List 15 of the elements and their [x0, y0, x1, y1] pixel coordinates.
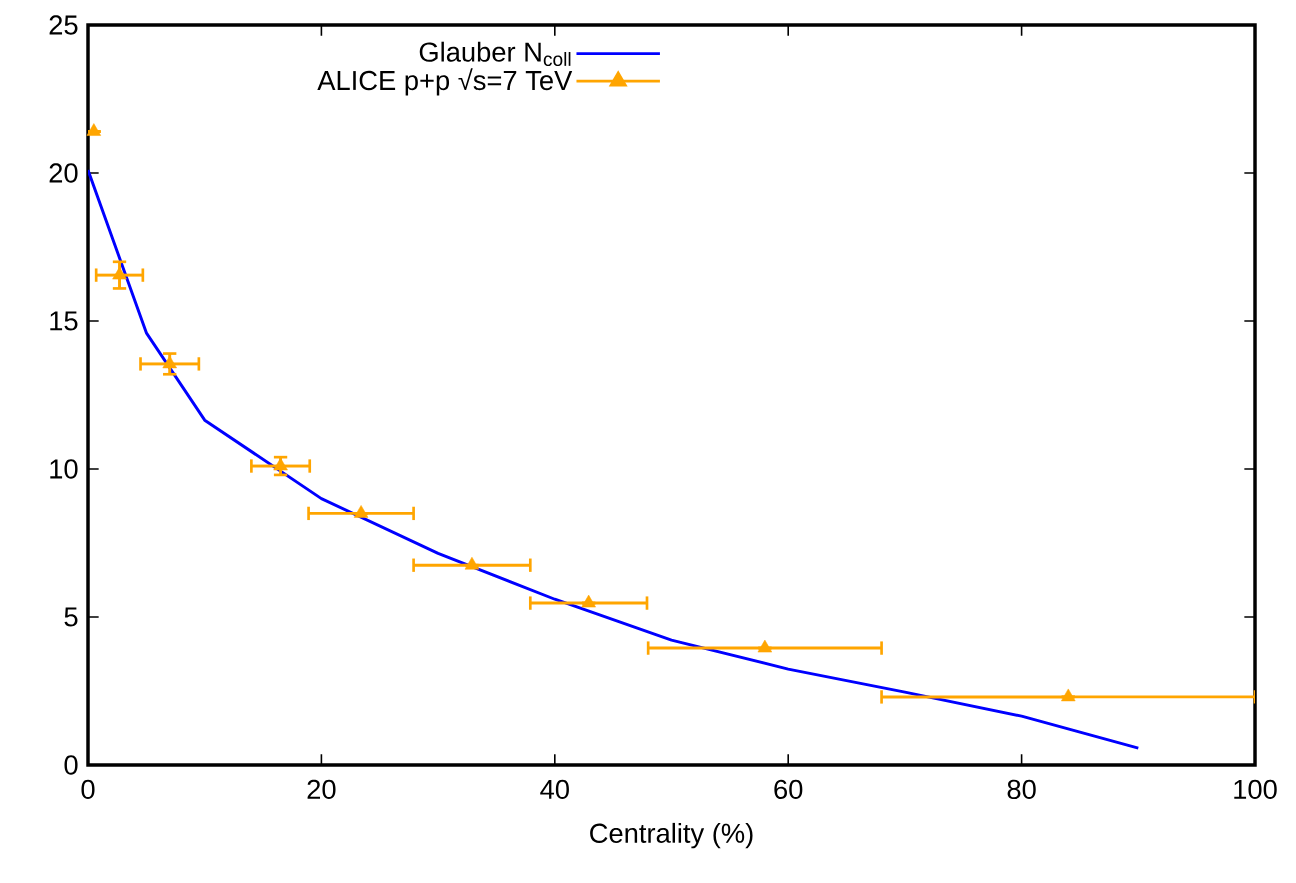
x-tick-label: 0 [81, 779, 95, 800]
legend-label: ALICE p+p √s=7 TeV [317, 68, 573, 96]
x-tick-label: 20 [307, 779, 336, 800]
y-tick-label: 20 [49, 163, 78, 183]
x-tick-label: 40 [540, 779, 569, 800]
x-tick-label: 60 [774, 779, 803, 800]
legend-label: Glauber N$_{coll}$ [419, 41, 571, 67]
y-tick-label: 15 [50, 311, 78, 331]
y-tick-label: 25 [49, 15, 78, 35]
y-tick-label: 5 [64, 607, 78, 627]
x-axis-title: Centrality (%) [590, 822, 753, 849]
y-tick-label: 10 [50, 459, 78, 479]
y-tick-label: 0 [64, 755, 78, 775]
x-tick-label: 100 [1234, 779, 1277, 800]
x-tick-label: 80 [1007, 779, 1036, 800]
